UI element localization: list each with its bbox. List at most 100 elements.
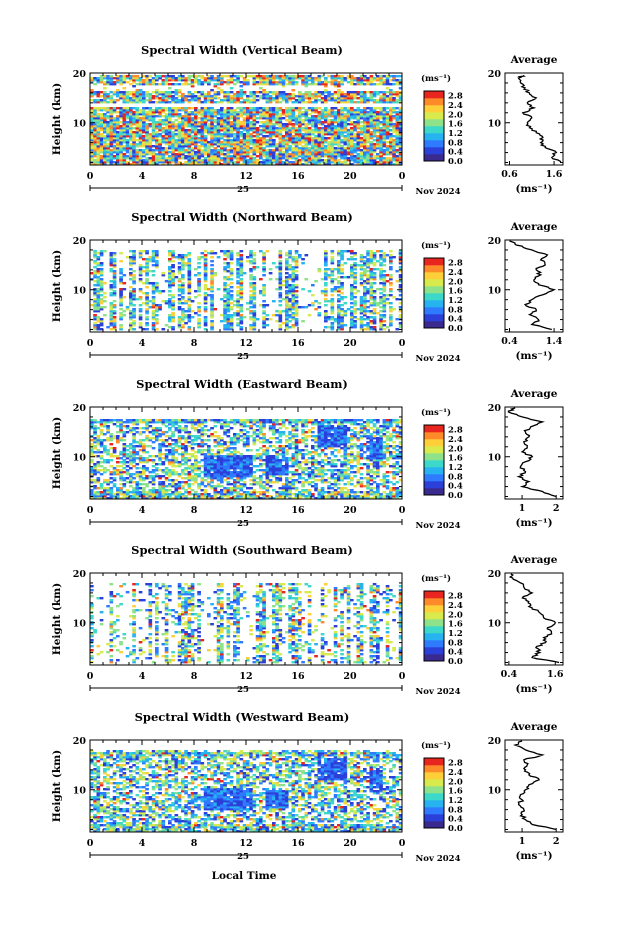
heatmap-cell <box>239 272 244 275</box>
heatmap-cell <box>337 326 341 329</box>
heatmap-cell <box>177 280 182 283</box>
heatmap-cell <box>366 153 370 156</box>
heatmap-cell <box>330 121 335 124</box>
heatmap-cell <box>376 123 380 126</box>
heatmap-cell <box>197 141 201 144</box>
heatmap-cell <box>229 159 234 162</box>
heatmap-cell <box>210 314 214 317</box>
heatmap-cell <box>226 300 231 303</box>
heatmap-cell <box>109 101 114 104</box>
heatmap-cell <box>398 143 403 146</box>
heatmap-cell <box>246 83 250 86</box>
heatmap-cell <box>168 145 172 148</box>
heatmap-cell <box>314 157 318 160</box>
heatmap-cell <box>311 141 315 144</box>
heatmap-cell <box>268 139 273 142</box>
heatmap-cell <box>145 278 149 281</box>
heatmap-cell <box>210 111 214 114</box>
heatmap-cell <box>366 322 370 325</box>
heatmap-cell <box>125 109 130 112</box>
heatmap-cell <box>379 151 383 154</box>
heatmap-cell <box>249 250 253 253</box>
heatmap-cell <box>395 95 400 98</box>
heatmap-cell <box>346 145 351 148</box>
heatmap-cell <box>226 254 231 257</box>
heatmap-cell <box>330 83 335 86</box>
heatmap-cell <box>291 131 296 134</box>
heatmap-cell <box>177 143 182 146</box>
heatmap-cell <box>298 163 302 166</box>
heatmap-cell <box>291 97 296 100</box>
heatmap-cell <box>155 121 159 124</box>
heatmap-cell <box>242 151 247 154</box>
heatmap-cell <box>129 314 133 317</box>
heatmap-cell <box>392 97 396 100</box>
heatmap-cell <box>285 328 289 331</box>
heatmap-cell <box>229 252 234 255</box>
heatmap-cell <box>363 133 367 136</box>
heatmap-cell <box>337 99 341 102</box>
heatmap-cell <box>184 256 188 259</box>
heatmap-cell <box>106 117 110 120</box>
heatmap-cell <box>340 119 344 122</box>
heatmap-cell <box>171 304 175 307</box>
heatmap-cell <box>359 157 364 160</box>
heatmap-cell <box>112 304 117 307</box>
heatmap-cell <box>122 79 127 82</box>
heatmap-cell <box>164 123 169 126</box>
heatmap-cell <box>119 79 123 82</box>
heatmap-cell <box>106 155 110 158</box>
heatmap-cell <box>382 97 387 100</box>
heatmap-cell <box>158 75 162 78</box>
heatmap-cell <box>138 119 143 122</box>
heatmap-cell <box>148 125 153 128</box>
heatmap-cell <box>275 149 279 152</box>
heatmap-cell <box>109 254 114 257</box>
heatmap-cell <box>330 316 335 319</box>
heatmap-cell <box>356 141 361 144</box>
heatmap-cell <box>307 135 312 138</box>
heatmap-cell <box>148 99 153 102</box>
heatmap-cell <box>359 302 364 305</box>
heatmap-cell <box>350 81 354 84</box>
heatmap-cell <box>363 310 367 313</box>
heatmap-cell <box>200 81 205 84</box>
heatmap-cell <box>288 300 292 303</box>
heatmap-cell <box>398 127 403 130</box>
heatmap-cell <box>93 308 97 311</box>
heatmap-cell <box>99 123 104 126</box>
heatmap-cell <box>246 121 250 124</box>
heatmap-cell <box>168 123 172 126</box>
heatmap-cell <box>99 324 104 327</box>
colorbar-tick-label: 2.0 <box>448 110 463 120</box>
heatmap-cell <box>177 288 182 291</box>
heatmap-cell <box>382 121 387 124</box>
heatmap-cell <box>226 314 231 317</box>
heatmap-cell <box>252 75 257 78</box>
heatmap-cell <box>395 145 400 148</box>
heatmap-cell <box>197 286 201 289</box>
heatmap-cell <box>268 99 273 102</box>
heatmap-cell <box>194 133 198 136</box>
heatmap-cell <box>265 161 270 164</box>
heatmap-cell <box>285 143 289 146</box>
heatmap-cell <box>220 127 224 130</box>
heatmap-cell <box>252 304 257 307</box>
heatmap-cell <box>207 75 211 78</box>
heatmap-cell <box>385 151 390 154</box>
heatmap-cell <box>168 139 172 142</box>
heatmap-cell <box>223 262 227 265</box>
heatmap-cell <box>363 141 367 144</box>
heatmap-cell <box>291 77 296 80</box>
heatmap-cell <box>369 260 374 263</box>
heatmap-cell <box>194 141 198 144</box>
heatmap-cell <box>359 296 364 299</box>
heatmap-cell <box>255 117 260 120</box>
heatmap-cell <box>294 147 299 150</box>
heatmap-cell <box>304 137 309 140</box>
heatmap-cell <box>252 159 257 162</box>
heatmap-cell <box>317 135 322 138</box>
heatmap-cell <box>346 151 351 154</box>
heatmap-cell <box>138 113 143 116</box>
heatmap-cell <box>294 278 299 281</box>
